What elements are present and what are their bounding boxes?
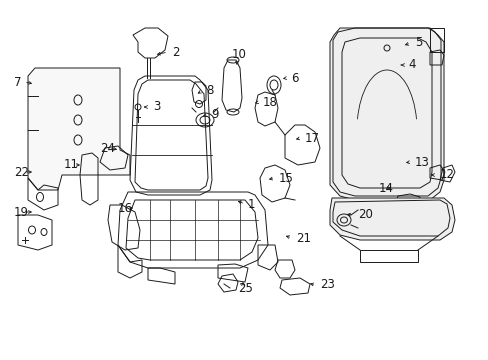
Text: 2: 2 <box>172 45 179 58</box>
Text: 1: 1 <box>247 198 255 211</box>
Text: 8: 8 <box>205 85 213 98</box>
Text: 12: 12 <box>439 168 454 181</box>
Text: 23: 23 <box>319 279 334 292</box>
Text: 4: 4 <box>407 58 415 72</box>
Text: 21: 21 <box>295 231 310 244</box>
Text: 10: 10 <box>231 48 246 60</box>
Text: 5: 5 <box>414 36 422 49</box>
Text: 17: 17 <box>305 131 319 144</box>
Text: 13: 13 <box>414 156 429 168</box>
Text: 14: 14 <box>378 181 393 194</box>
Text: 18: 18 <box>263 95 277 108</box>
Polygon shape <box>329 28 443 200</box>
Text: 3: 3 <box>153 100 160 113</box>
Text: 24: 24 <box>100 141 115 154</box>
Text: 19: 19 <box>14 206 29 219</box>
Text: 9: 9 <box>210 108 218 122</box>
Text: 22: 22 <box>14 166 29 179</box>
Text: 11: 11 <box>64 158 79 171</box>
Polygon shape <box>28 68 130 190</box>
Text: 20: 20 <box>357 208 372 221</box>
Text: 6: 6 <box>290 72 298 85</box>
Text: 25: 25 <box>238 282 252 294</box>
Text: 7: 7 <box>14 76 21 89</box>
Text: 16: 16 <box>118 202 133 215</box>
Text: 15: 15 <box>279 171 293 184</box>
Polygon shape <box>329 198 454 240</box>
